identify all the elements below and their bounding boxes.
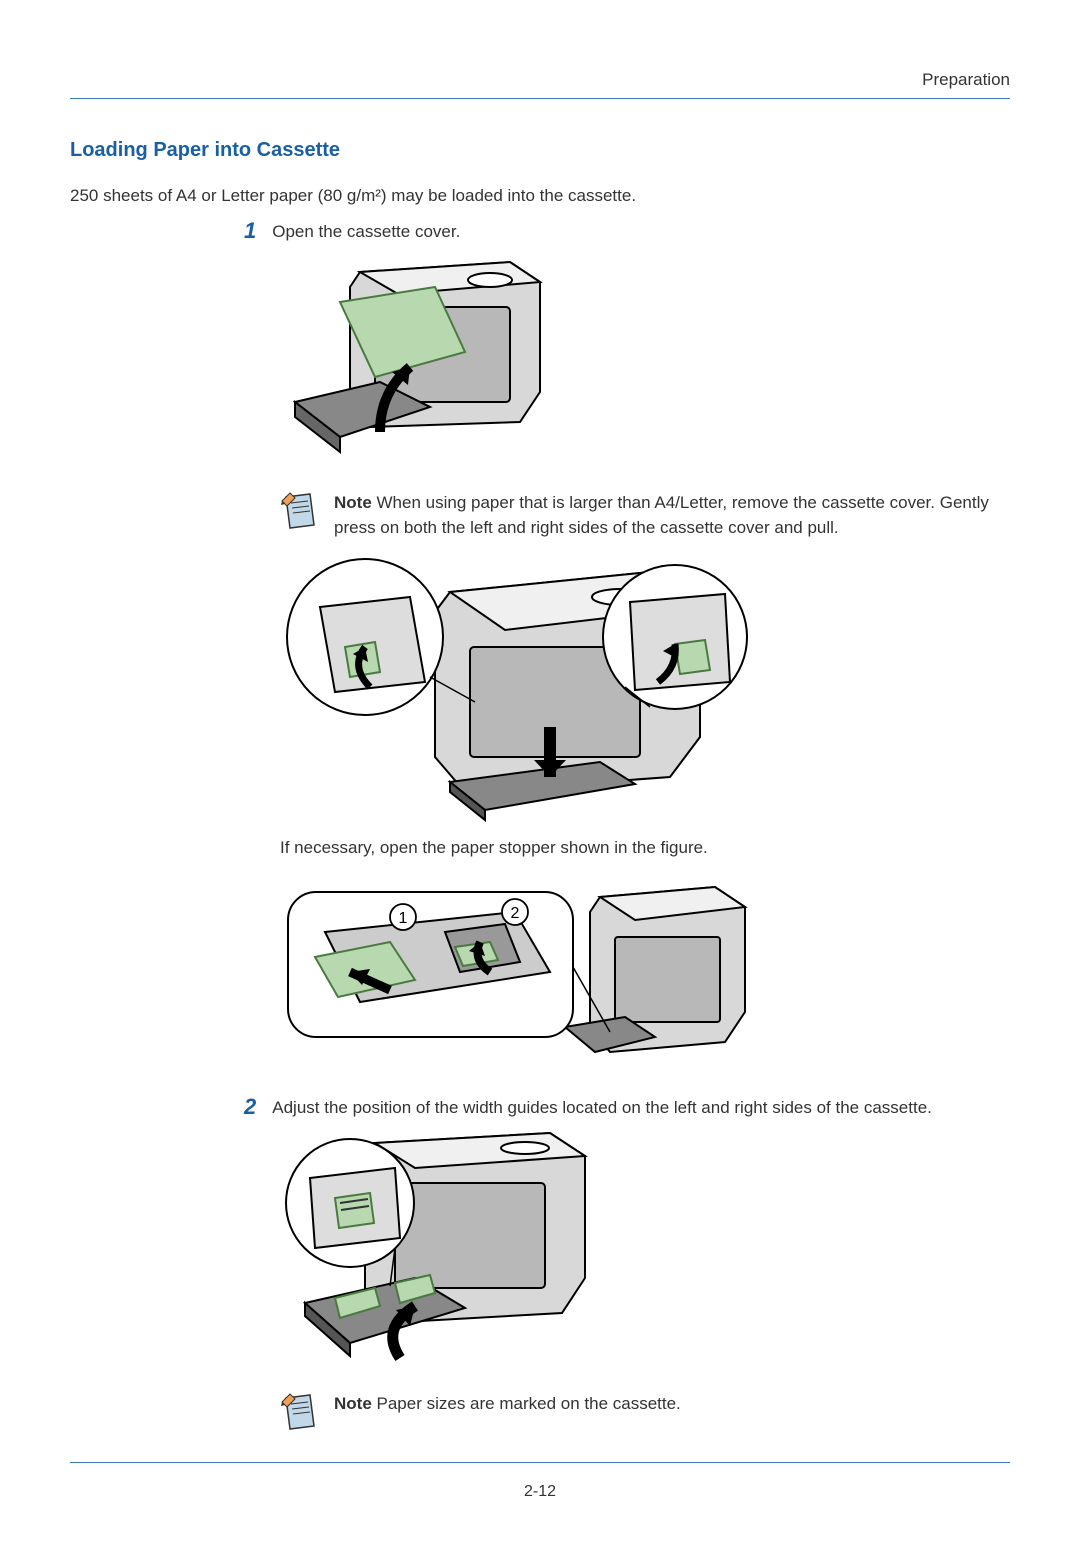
header-rule: Preparation bbox=[70, 70, 1010, 99]
svg-text:2: 2 bbox=[511, 905, 520, 922]
step-2: 2 Adjust the position of the width guide… bbox=[244, 1096, 1010, 1118]
note-label: Note bbox=[334, 493, 372, 512]
figure-remove-cover bbox=[280, 552, 1010, 824]
document-page: Preparation Loading Paper into Cassette … bbox=[0, 0, 1080, 1541]
step-1: 1 Open the cassette cover. bbox=[244, 220, 1010, 242]
svg-text:1: 1 bbox=[399, 910, 408, 927]
footer-rule: 2-12 bbox=[70, 1462, 1010, 1501]
paper-stopper-text: If necessary, open the paper stopper sho… bbox=[280, 838, 1010, 858]
note-1: Note When using paper that is larger tha… bbox=[280, 491, 1010, 540]
intro-text: 250 sheets of A4 or Letter paper (80 g/m… bbox=[70, 186, 1010, 206]
note-text: Note When using paper that is larger tha… bbox=[334, 491, 1010, 540]
page-number: 2-12 bbox=[524, 1483, 556, 1500]
note-icon bbox=[280, 1392, 320, 1432]
header-section: Preparation bbox=[922, 70, 1010, 90]
section-title: Loading Paper into Cassette bbox=[70, 139, 1010, 162]
step-number: 1 bbox=[244, 220, 256, 242]
note-text: Note Paper sizes are marked on the casse… bbox=[334, 1392, 681, 1417]
step-number: 2 bbox=[244, 1096, 256, 1118]
step-text: Adjust the position of the width guides … bbox=[272, 1096, 1010, 1118]
note-icon bbox=[280, 491, 320, 531]
note-body: When using paper that is larger than A4/… bbox=[334, 493, 989, 537]
figure-paper-stopper: 1 2 bbox=[280, 872, 1010, 1082]
note-2: Note Paper sizes are marked on the casse… bbox=[280, 1392, 1010, 1432]
figure-width-guides bbox=[280, 1128, 1010, 1378]
step-text: Open the cassette cover. bbox=[272, 220, 1010, 242]
note-body: Paper sizes are marked on the cassette. bbox=[377, 1394, 681, 1413]
figure-open-cassette bbox=[280, 252, 1010, 477]
note-label: Note bbox=[334, 1394, 372, 1413]
